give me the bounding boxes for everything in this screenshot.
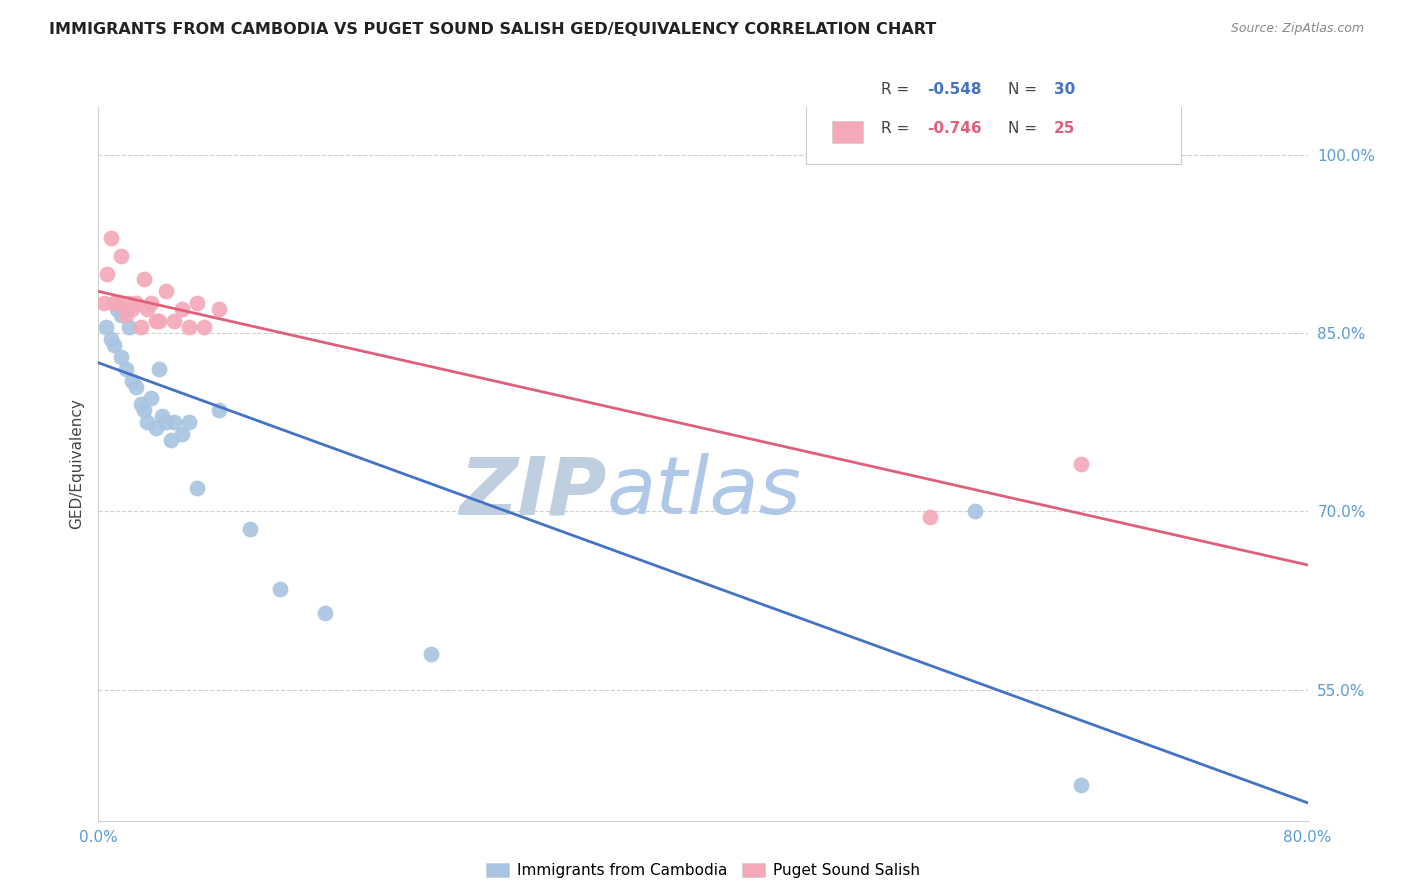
Point [141, 296, 163, 310]
Text: N =: N = [1008, 82, 1042, 96]
Point [145, 314, 167, 328]
Text: atlas: atlas [606, 453, 801, 532]
Point [96, 267, 118, 281]
Point [110, 350, 132, 364]
Point [114, 361, 136, 376]
Point [145, 421, 167, 435]
Point [110, 308, 132, 322]
Point [141, 392, 163, 406]
Point [121, 374, 143, 388]
Text: -0.548: -0.548 [927, 82, 981, 96]
Point [125, 379, 148, 393]
Point [918, 510, 941, 524]
Text: IMMIGRANTS FROM CAMBODIA VS PUGET SOUND SALISH GED/EQUIVALENCY CORRELATION CHART: IMMIGRANTS FROM CAMBODIA VS PUGET SOUND … [49, 22, 936, 37]
Point [163, 314, 186, 328]
Point [179, 415, 201, 429]
Point [1070, 457, 1092, 471]
Point [132, 403, 155, 417]
Text: 30: 30 [1053, 82, 1076, 96]
Point [965, 504, 987, 518]
Point [94, 320, 117, 334]
Point [100, 231, 122, 245]
FancyBboxPatch shape [832, 121, 863, 143]
Point [155, 415, 177, 429]
Text: R =: R = [880, 82, 914, 96]
Y-axis label: GED/Equivalency: GED/Equivalency [69, 399, 84, 529]
Point [114, 308, 136, 322]
Point [314, 606, 336, 620]
Point [186, 481, 208, 495]
Point [170, 302, 193, 317]
Point [160, 433, 183, 447]
Point [129, 397, 152, 411]
Point [121, 302, 143, 317]
Point [1070, 778, 1092, 792]
Point [105, 302, 128, 317]
FancyBboxPatch shape [832, 82, 863, 103]
Point [100, 332, 122, 346]
Text: N =: N = [1008, 121, 1042, 136]
Point [420, 647, 443, 661]
Point [170, 427, 193, 442]
Point [179, 320, 201, 334]
Point [118, 296, 141, 310]
FancyBboxPatch shape [806, 64, 1181, 164]
Point [148, 314, 170, 328]
Text: 25: 25 [1053, 121, 1076, 136]
Point [105, 296, 128, 310]
Point [193, 320, 215, 334]
Text: Source: ZipAtlas.com: Source: ZipAtlas.com [1230, 22, 1364, 36]
Point [118, 320, 141, 334]
Point [93, 296, 115, 310]
Text: ZIP: ZIP [458, 453, 606, 532]
Point [148, 361, 170, 376]
Text: R =: R = [880, 121, 914, 136]
Point [135, 302, 157, 317]
Point [103, 338, 125, 352]
Legend: Immigrants from Cambodia, Puget Sound Salish: Immigrants from Cambodia, Puget Sound Sa… [479, 857, 927, 884]
Point [150, 409, 173, 424]
Point [132, 272, 155, 286]
Point [103, 296, 125, 310]
Point [186, 296, 208, 310]
Text: -0.746: -0.746 [927, 121, 981, 136]
Point [125, 296, 148, 310]
Point [155, 285, 177, 299]
Point [269, 582, 291, 596]
Point [135, 415, 157, 429]
Point [239, 522, 262, 536]
Point [208, 403, 231, 417]
Point [163, 415, 186, 429]
Point [129, 320, 152, 334]
Point [208, 302, 231, 317]
Point [110, 249, 132, 263]
